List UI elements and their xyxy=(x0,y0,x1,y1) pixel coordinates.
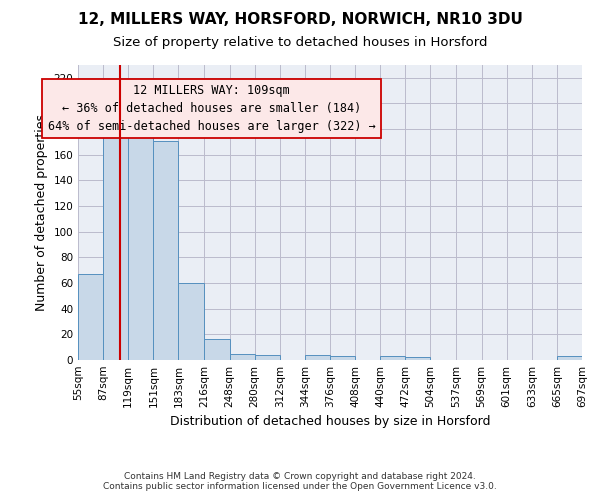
Bar xyxy=(128,130,154,360)
Bar xyxy=(154,140,178,360)
Bar xyxy=(205,340,230,360)
Bar xyxy=(178,283,205,360)
Bar xyxy=(406,358,430,360)
Text: 12 MILLERS WAY: 109sqm
← 36% of detached houses are smaller (184)
64% of semi-de: 12 MILLERS WAY: 109sqm ← 36% of detached… xyxy=(47,84,376,133)
Bar xyxy=(557,356,582,360)
Bar xyxy=(305,355,330,360)
Bar xyxy=(254,355,280,360)
Bar xyxy=(380,356,406,360)
Text: Contains HM Land Registry data © Crown copyright and database right 2024.
Contai: Contains HM Land Registry data © Crown c… xyxy=(103,472,497,491)
Text: 12, MILLERS WAY, HORSFORD, NORWICH, NR10 3DU: 12, MILLERS WAY, HORSFORD, NORWICH, NR10… xyxy=(77,12,523,28)
Bar xyxy=(78,274,103,360)
Text: Size of property relative to detached houses in Horsford: Size of property relative to detached ho… xyxy=(113,36,487,49)
Bar xyxy=(230,354,254,360)
Bar xyxy=(582,358,600,360)
X-axis label: Distribution of detached houses by size in Horsford: Distribution of detached houses by size … xyxy=(170,416,490,428)
Bar xyxy=(103,130,128,360)
Bar xyxy=(330,356,355,360)
Y-axis label: Number of detached properties: Number of detached properties xyxy=(35,114,48,311)
